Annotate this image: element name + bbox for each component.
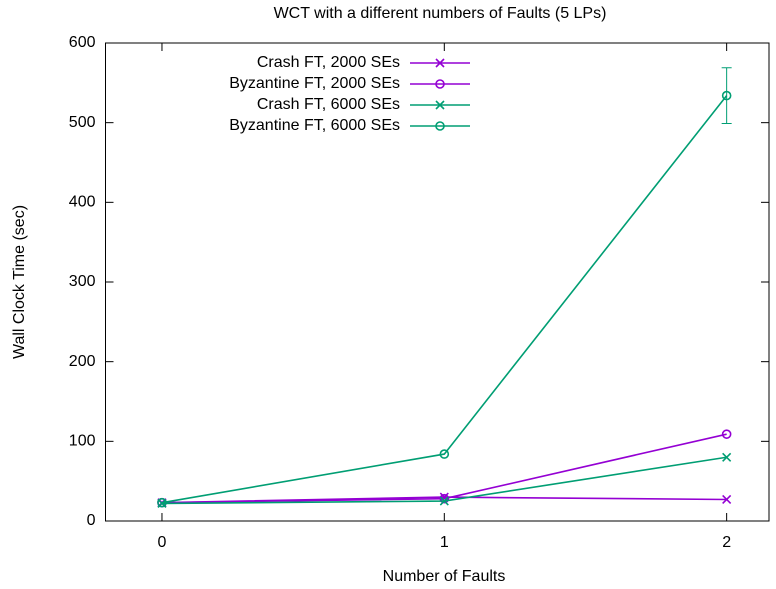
point [439,449,450,459]
legend-label: Byzantine FT, 2000 SEs [229,75,400,92]
series-line [161,95,728,504]
x-axis-label: Number of Faults [383,568,506,585]
point [439,496,449,506]
chart-title: WCT with a different numbers of Faults (… [274,5,607,22]
series-line [161,433,727,504]
x-tick-label: 0 [158,534,167,551]
point [439,493,450,504]
x-tick-label: 2 [722,534,731,551]
point [722,452,732,462]
point [722,494,732,505]
y-axis-label: Wall Clock Time (sec) [11,205,28,359]
y-tick-label: 600 [69,34,96,51]
y-tick-label: 300 [69,273,96,290]
y-tick-label: 500 [69,114,96,131]
y-tick-label: 100 [69,433,96,450]
legend-marker [435,121,445,131]
legend-marker [435,58,445,68]
error-bar [721,67,732,124]
point [721,429,732,439]
x-tick-label: 1 [440,534,449,551]
y-tick-label: 0 [87,512,96,529]
legend-marker [435,79,445,89]
y-tick-label: 200 [69,353,96,370]
point [157,497,167,508]
plot-frame [105,42,770,522]
point [439,492,449,502]
legend-label: Crash FT, 6000 SEs [257,96,400,113]
legend-label: Crash FT, 2000 SEs [257,54,400,71]
y-tick-label: 400 [69,194,96,211]
legend-marker [435,100,445,110]
legend-label: Byzantine FT, 6000 SEs [229,117,400,134]
